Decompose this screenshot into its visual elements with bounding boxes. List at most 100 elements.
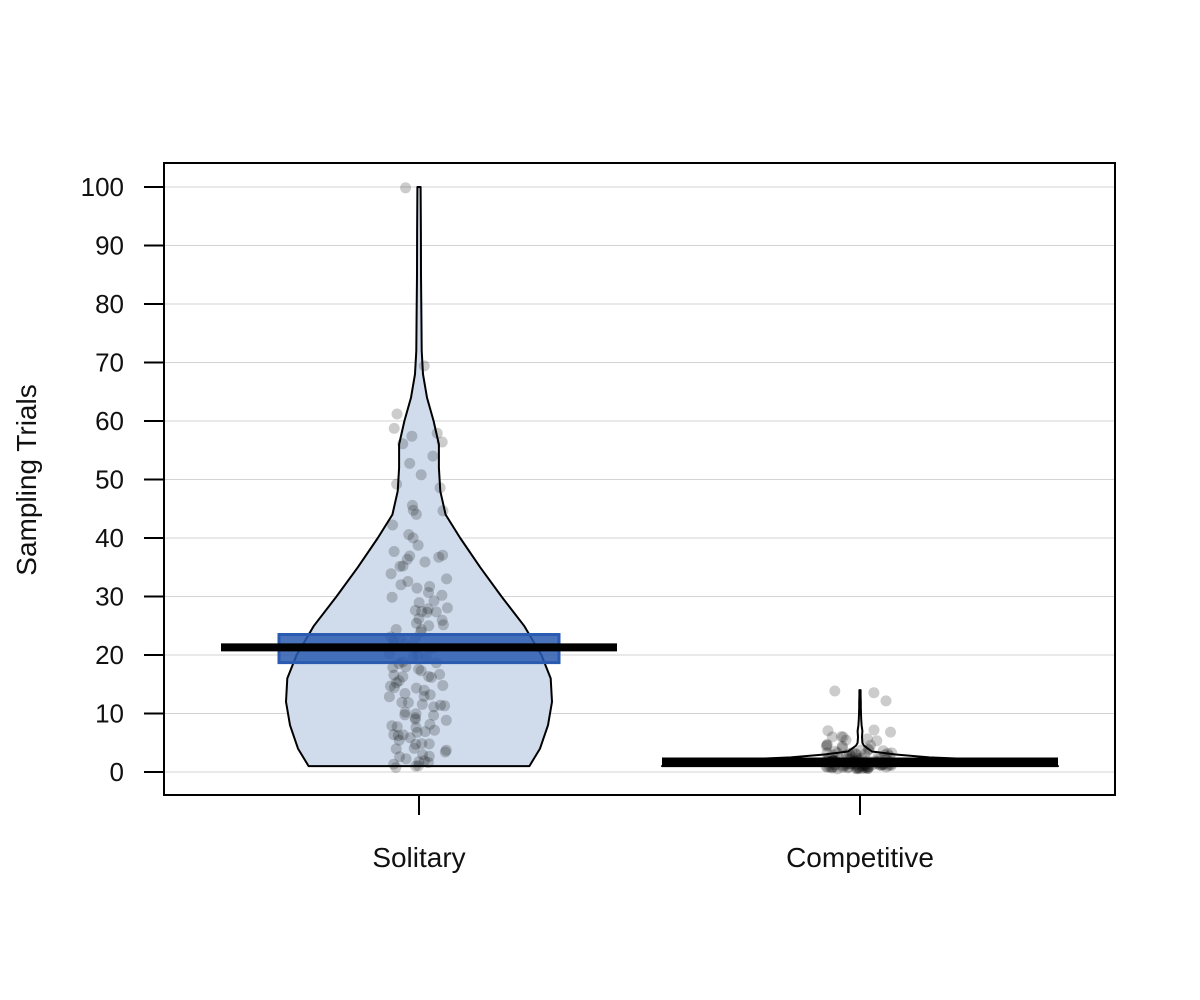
data-point xyxy=(423,750,435,762)
violin-solitary xyxy=(285,186,553,768)
data-point xyxy=(397,729,409,741)
data-point xyxy=(431,427,443,439)
data-point xyxy=(821,747,833,759)
data-point xyxy=(436,589,448,601)
data-point xyxy=(435,699,446,711)
data-point xyxy=(437,549,449,561)
data-point xyxy=(835,731,847,743)
data-point xyxy=(882,747,894,759)
data-point xyxy=(412,539,424,551)
data-point xyxy=(387,662,399,673)
data-point xyxy=(386,720,398,732)
data-point xyxy=(409,604,421,616)
data-point xyxy=(411,726,423,738)
data-point xyxy=(836,740,848,752)
data-point xyxy=(410,682,422,694)
violin-group xyxy=(285,186,1059,768)
x-category-label: Competitive xyxy=(786,842,934,873)
data-point xyxy=(862,733,873,745)
y-axis: 0 10 20 30 40 50 60 70 80 90 100 xyxy=(81,172,164,787)
data-point xyxy=(390,743,402,755)
data-point xyxy=(434,482,446,494)
data-point xyxy=(402,697,414,709)
data-point xyxy=(416,606,428,617)
data-point xyxy=(436,436,448,448)
data-point xyxy=(822,725,834,737)
x-category-label: Solitary xyxy=(372,842,465,873)
data-point xyxy=(880,695,892,707)
data-point xyxy=(403,529,415,541)
data-point xyxy=(410,738,422,750)
data-point xyxy=(404,732,416,744)
data-point xyxy=(391,478,403,490)
data-point xyxy=(428,595,440,607)
y-axis-title: Sampling Trials xyxy=(11,384,42,575)
data-point xyxy=(388,669,400,681)
data-point xyxy=(392,730,404,741)
y-tick-label: 90 xyxy=(95,231,124,261)
data-point xyxy=(418,684,430,696)
data-point xyxy=(388,758,400,770)
data-point xyxy=(863,743,875,755)
data-point xyxy=(406,430,418,442)
data-point xyxy=(849,747,861,759)
data-point xyxy=(413,663,425,675)
y-tick-label: 100 xyxy=(81,172,124,202)
data-point xyxy=(388,729,400,741)
data-point xyxy=(390,762,402,773)
x-axis: Solitary Competitive xyxy=(372,795,934,873)
data-point xyxy=(391,721,403,733)
violin-competitive xyxy=(661,689,1059,768)
data-point xyxy=(826,749,838,761)
data-point xyxy=(407,504,419,516)
data-point xyxy=(429,724,440,736)
summary-group xyxy=(221,633,1058,766)
y-tick-label: 50 xyxy=(95,465,124,495)
data-point xyxy=(383,691,395,703)
data-point xyxy=(831,763,843,775)
data-point xyxy=(422,757,434,768)
data-point xyxy=(855,744,867,756)
data-point xyxy=(422,603,434,615)
data-point xyxy=(832,747,844,759)
data-point xyxy=(425,671,437,683)
data-point xyxy=(418,755,430,767)
data-point xyxy=(404,457,416,469)
data-point xyxy=(868,687,880,699)
data-point xyxy=(397,560,409,572)
data-point xyxy=(386,591,398,603)
data-point xyxy=(424,689,436,701)
data-point xyxy=(850,748,862,760)
data-point xyxy=(407,532,419,544)
data-point xyxy=(385,568,397,580)
data-point xyxy=(416,698,428,710)
data-point xyxy=(418,360,430,372)
data-point xyxy=(423,671,435,682)
data-point xyxy=(851,763,863,775)
data-point xyxy=(399,706,411,718)
data-point xyxy=(397,671,409,683)
data-point xyxy=(440,714,452,726)
data-point xyxy=(844,748,855,760)
data-point xyxy=(397,438,409,450)
data-point xyxy=(868,724,880,736)
data-point xyxy=(437,505,449,517)
data-point xyxy=(430,606,442,618)
data-point xyxy=(846,747,858,759)
data-point xyxy=(400,753,412,765)
data-point xyxy=(441,573,453,585)
data-point xyxy=(387,519,399,531)
data-point xyxy=(393,734,405,746)
data-point xyxy=(412,760,424,772)
y-tick-label: 40 xyxy=(95,523,124,553)
data-point xyxy=(423,587,434,598)
data-point xyxy=(439,700,451,712)
data-point xyxy=(406,499,418,511)
data-point xyxy=(850,762,862,774)
data-point xyxy=(436,614,448,626)
data-point xyxy=(416,738,428,750)
data-point xyxy=(393,675,405,687)
data-point xyxy=(419,726,431,738)
data-point xyxy=(859,748,871,760)
data-point xyxy=(388,682,400,693)
